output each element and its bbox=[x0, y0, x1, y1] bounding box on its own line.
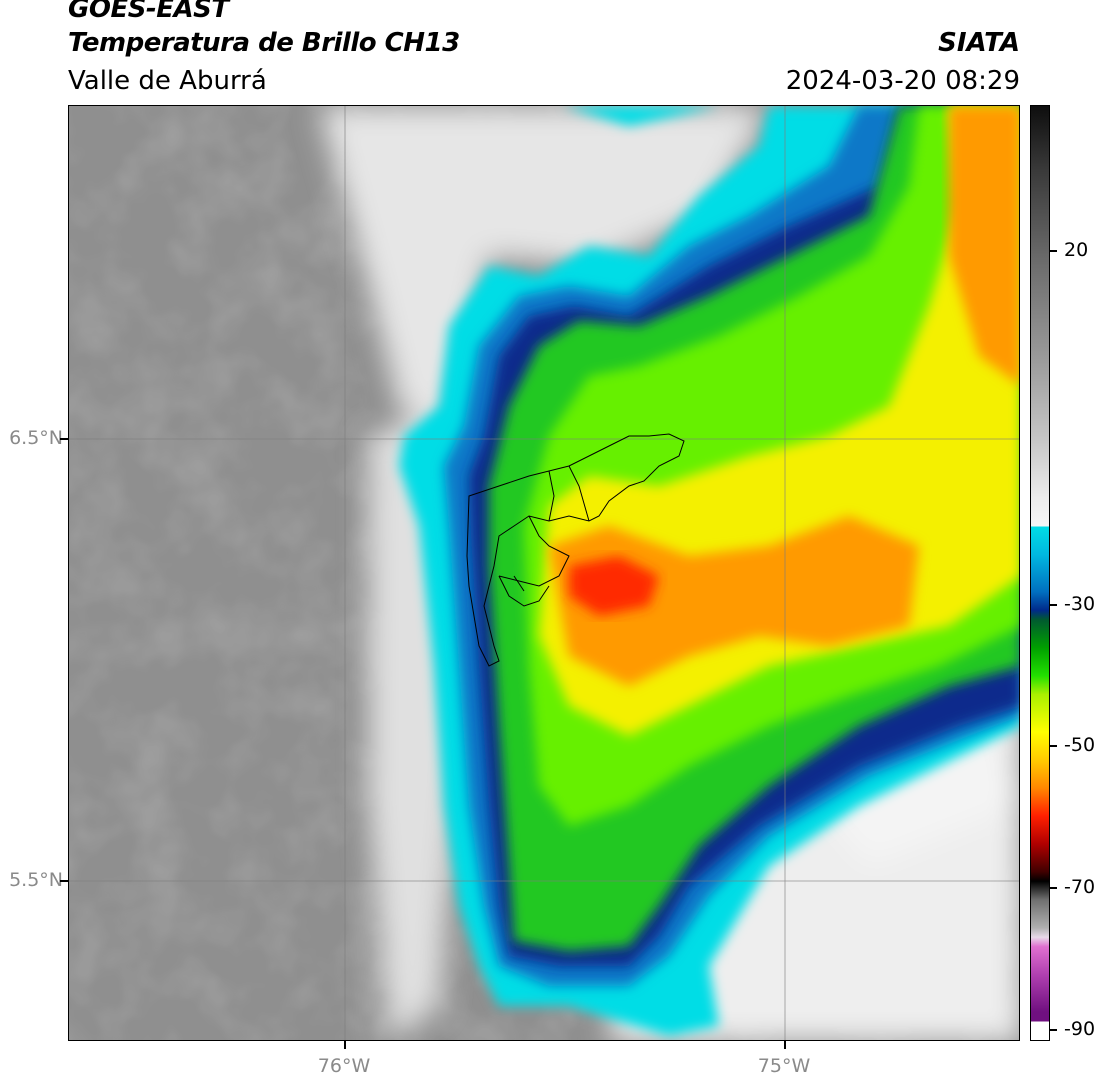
colorbar-tick bbox=[1050, 250, 1057, 252]
colorbar-tick bbox=[1050, 604, 1057, 606]
datetime-label: 2024-03-20 08:29 bbox=[785, 66, 1020, 96]
coldest-core-red bbox=[569, 556, 659, 616]
cold-cloud-orange bbox=[549, 516, 919, 686]
lat-label-6-5: 6.5°N bbox=[9, 427, 63, 449]
municipality-boundaries bbox=[466, 433, 685, 667]
lon-label-75w: 75°W bbox=[757, 1055, 811, 1077]
cold-cloud-orange-ne bbox=[949, 106, 1019, 385]
colorbar-label-minus-70: -70 bbox=[1064, 876, 1094, 898]
brightness-temperature-map bbox=[68, 105, 1020, 1041]
colorbar-tick bbox=[1050, 887, 1057, 889]
colorbar-tick bbox=[1050, 745, 1057, 747]
colorbar-label-minus-50: -50 bbox=[1064, 734, 1094, 756]
map-canvas bbox=[69, 106, 1019, 1040]
lon-label-76w: 76°W bbox=[317, 1055, 371, 1077]
region-subtitle: Valle de Aburrá bbox=[68, 66, 267, 96]
colorbar-label-20: 20 bbox=[1064, 239, 1089, 261]
lon-tick bbox=[784, 1041, 786, 1049]
map-gridlines bbox=[69, 106, 1019, 1040]
colorbar-tick bbox=[1050, 1029, 1057, 1031]
satellite-title: GOES-EAST bbox=[68, 0, 229, 24]
agency-label: SIATA bbox=[938, 28, 1020, 58]
lat-label-5-5: 5.5°N bbox=[9, 869, 63, 891]
product-title: Temperatura de Brillo CH13 bbox=[68, 28, 460, 58]
lat-tick bbox=[60, 880, 68, 882]
temperature-colorbar bbox=[1030, 105, 1050, 1041]
lat-tick bbox=[60, 438, 68, 440]
colorbar-label-minus-30: -30 bbox=[1064, 593, 1094, 615]
colorbar-label-minus-90: -90 bbox=[1064, 1018, 1094, 1040]
lon-tick bbox=[344, 1041, 346, 1049]
